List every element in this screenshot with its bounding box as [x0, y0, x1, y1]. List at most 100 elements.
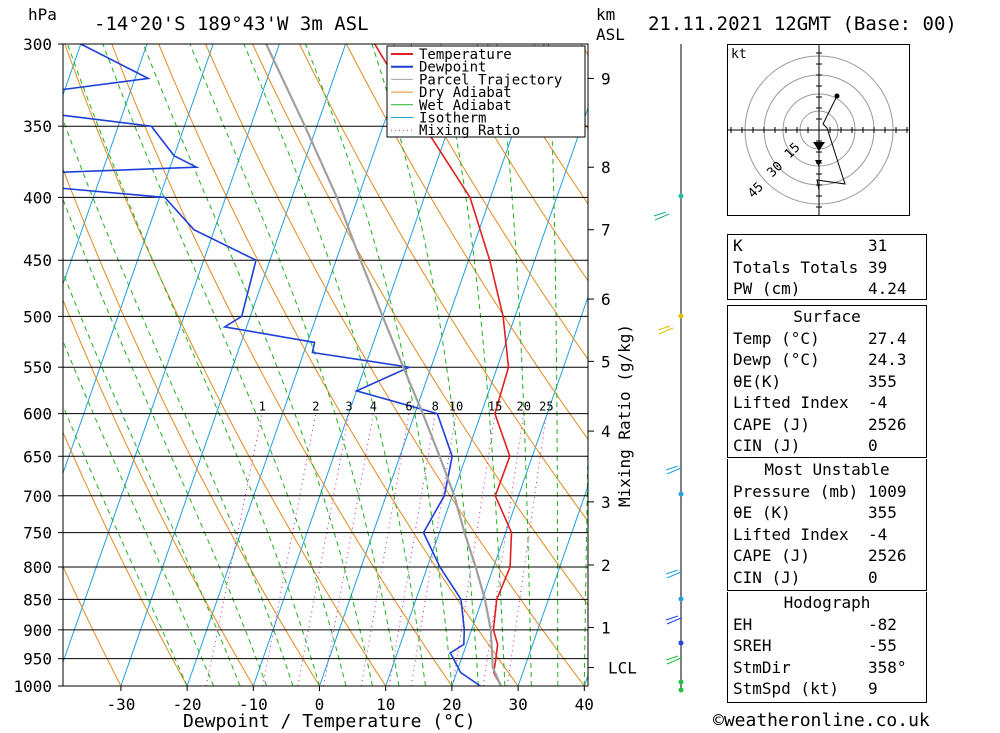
pressure-tick-label: 350: [23, 117, 52, 136]
eh-row: EH -82: [728, 614, 926, 636]
parcel-trajectory-line: [265, 44, 502, 686]
hodograph-title: Hodograph: [783, 593, 871, 612]
isotherm-line: [120, 44, 347, 686]
surface-cape-row: CAPE (J) 2526: [728, 414, 926, 436]
temperature-tick-label: -30: [106, 695, 135, 714]
pressure-tick-label: 500: [23, 307, 52, 326]
wet-adiabat-line: [304, 44, 453, 686]
hodograph-unit-label: kt: [731, 47, 747, 62]
mixing-ratio-label: 20: [516, 400, 530, 414]
height-tick-label: LCL: [608, 659, 637, 678]
totals-row: Totals Totals 39: [728, 257, 926, 279]
wind-barb: [665, 655, 679, 661]
mixing-ratio-line: [482, 413, 525, 686]
surface-li-label: Lifted Index: [733, 393, 849, 412]
totals-value: 39: [868, 257, 888, 277]
hodograph-top-point: [834, 93, 840, 99]
surface-dewp-row: Dewp (°C) 24.3: [728, 349, 926, 371]
height-tick-label: 7: [601, 221, 611, 240]
wet-adiabat-line: [243, 44, 426, 686]
mixing-ratio-label: 1: [259, 400, 266, 414]
axes: 3003504004505005506006507007508008509009…: [13, 35, 636, 714]
mixing-ratio-line: [323, 413, 374, 686]
profiles: [63, 44, 513, 686]
mu-theta-label: θE (K): [733, 503, 791, 522]
wind-level-dot: [678, 687, 684, 693]
mixing-ratio-line: [360, 413, 410, 686]
isotherm-line: [63, 44, 280, 664]
wet-adiabat-line: [63, 198, 267, 686]
wind-barb: [658, 327, 674, 335]
wind-barb: [665, 465, 679, 471]
asl-unit-label: ASL: [596, 25, 625, 44]
datetime-title: 21.11.2021 12GMT (Base: 00): [648, 13, 957, 35]
surface-title: Surface: [793, 307, 861, 326]
dry-adiabat-line: [345, 44, 588, 441]
height-tick-label: 2: [601, 556, 611, 575]
temperature-tick-label: 0: [315, 695, 325, 714]
mu-li-value: -4: [868, 524, 888, 544]
mixing-ratio-label: 25: [539, 400, 553, 414]
k-value: 31: [868, 236, 888, 255]
mixing-ratio-line: [388, 413, 436, 686]
stmspd-label: StmSpd (kt): [733, 679, 839, 698]
wind-barb: [654, 213, 670, 221]
wet-adiabat-line: [583, 417, 588, 686]
isotherm-line: [0, 44, 15, 686]
dry-adiabat-line: [158, 44, 519, 686]
indices-table: K 31 Totals Totals 39 PW (cm) 4.24: [727, 234, 927, 300]
isotherm-line: [63, 44, 214, 475]
pressure-tick-label: 650: [23, 447, 52, 466]
wind-barb: [665, 615, 679, 621]
surface-cin-label: CIN (J): [733, 436, 801, 455]
pressure-tick-label: 1000: [13, 677, 52, 696]
temperature-tick-label: 40: [575, 695, 594, 714]
dry-adiabat-line: [392, 44, 588, 361]
surface-cape-value: 2526: [868, 414, 907, 434]
height-tick-label: 3: [601, 493, 611, 512]
height-tick-label: 9: [601, 69, 611, 88]
mixing-ratio-line: [506, 413, 547, 686]
wet-adiabat-line: [63, 118, 294, 686]
legend-label: Mixing Ratio: [419, 123, 520, 139]
temperature-tick-label: 10: [376, 695, 395, 714]
mu-cape-label: CAPE (J): [733, 546, 811, 565]
surface-cin-row: CIN (J) 0: [728, 435, 926, 457]
most-unstable-table: Most Unstable Pressure (mb) 1009 θE (K) 35…: [727, 459, 927, 591]
surface-theta-label: θE(K): [733, 371, 782, 391]
wet-adiabat-line: [437, 44, 506, 686]
height-tick-label: 5: [601, 352, 611, 371]
isotherm-line: [451, 295, 588, 686]
mixing-ratio-label: 2: [312, 400, 319, 414]
wet-adiabat-line: [67, 44, 320, 686]
mu-li-row: Lifted Index -4: [728, 524, 926, 546]
pressure-tick-label: 750: [23, 524, 52, 543]
temperature-tick-label: -20: [173, 695, 202, 714]
mu-li-label: Lifted Index: [733, 524, 849, 544]
eh-value: -82: [868, 614, 897, 634]
k-index-row: K 31: [728, 235, 926, 257]
mixing-ratio-label: 15: [488, 400, 502, 414]
isotherm-line: [252, 44, 479, 686]
hodograph: kt 15 30 45: [727, 44, 910, 216]
mu-theta-row: θE (K) 355: [728, 502, 926, 524]
plot-frame: [62, 43, 589, 687]
pressure-tick-label: 900: [23, 621, 52, 640]
wet-adiabat-line: [63, 339, 215, 686]
surface-dewp-value: 24.3: [868, 350, 907, 369]
surface-temp-value: 27.4: [868, 328, 907, 348]
sreh-value: -55: [868, 636, 897, 655]
mixing-ratio-axis-title: Mixing Ratio (g/kg): [615, 324, 634, 507]
height-tick-label: 4: [601, 422, 611, 441]
mixing-ratio-label: 4: [370, 400, 377, 414]
pw-label: PW (cm): [733, 279, 801, 298]
surface-cin-value: 0: [868, 436, 878, 455]
surface-theta-row: θE(K) 355: [728, 371, 926, 393]
wet-adiabat-line: [102, 44, 347, 686]
surface-table: Surface Temp (°C) 27.4 Dewp (°C) 24.3 θE(K…: [727, 305, 927, 458]
sreh-row: SREH -55: [728, 635, 926, 657]
wind-level-dot: [678, 596, 684, 602]
wind-level-dot: [678, 491, 684, 497]
mu-pressure-label: Pressure (mb): [733, 481, 859, 501]
